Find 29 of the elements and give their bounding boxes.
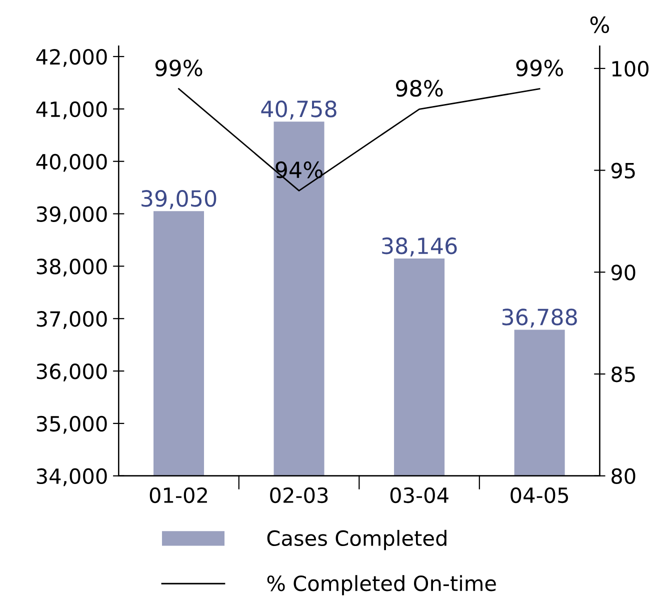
y2-tick-label: 95 [611,162,635,179]
data-label: 99% [516,60,564,76]
y2-tick-label: 100 [612,60,648,77]
x-tick-label: 04-05 [510,487,568,504]
data-label: 99% [155,60,202,76]
data-label: 39,050 [142,190,216,210]
legend-label: Cases Completed [267,530,446,550]
y2-axis-title: % [590,16,610,34]
x-tick-label: 01-02 [150,487,207,504]
y-tick-label: 34,000 [36,468,107,486]
y-tick-label: 39,000 [36,206,107,224]
y-tick-label: 37,000 [36,311,107,329]
data-label: 94% [276,161,322,178]
y2-tick-label: 90 [611,264,636,280]
y-tick-label: 40,000 [36,154,107,172]
data-label: 40,758 [261,100,336,120]
y-tick-label: 38,000 [36,258,107,277]
x-tick-label: 03-04 [390,487,448,504]
data-label: 38,146 [382,237,457,256]
y-tick-label: 35,000 [36,416,107,434]
y-tick-label: 42,000 [36,48,107,67]
y-tick-label: 41,000 [36,101,107,120]
data-label: 98% [396,80,443,97]
y-tick-label: 36,000 [36,363,107,382]
x-tick-label: 02-03 [270,487,328,504]
y2-tick-label: 80 [612,468,636,484]
legend-label: % Completed On-time [267,575,496,596]
data-label: 36,788 [502,308,577,328]
y2-tick-label: 85 [612,366,635,382]
